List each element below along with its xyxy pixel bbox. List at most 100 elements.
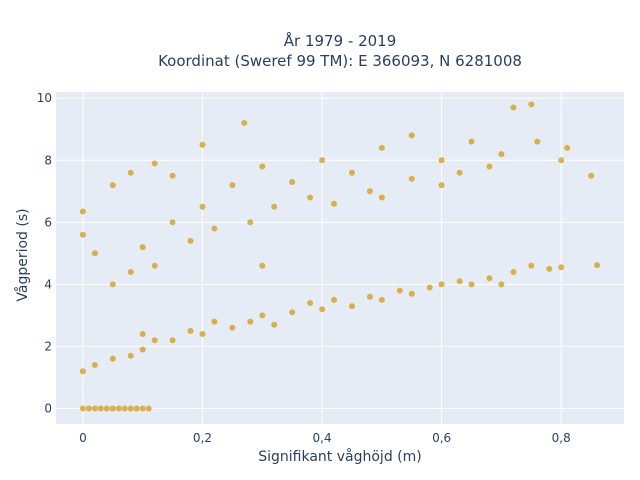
data-point	[139, 244, 146, 251]
data-point	[319, 157, 326, 164]
data-point	[127, 269, 134, 275]
data-point	[259, 312, 266, 319]
data-point	[271, 203, 278, 210]
data-point	[331, 200, 337, 207]
data-point	[468, 281, 475, 288]
data-point	[271, 321, 278, 328]
data-point	[408, 175, 415, 182]
x-tick-label: 0,6	[432, 431, 451, 445]
data-point	[564, 144, 571, 151]
data-point	[109, 281, 116, 288]
data-point	[91, 250, 98, 257]
data-point	[456, 169, 463, 176]
data-point	[594, 262, 601, 269]
data-point	[79, 405, 86, 412]
data-point	[396, 287, 403, 294]
data-point	[211, 318, 218, 325]
y-tick-label: 6	[44, 215, 52, 229]
data-point	[307, 300, 314, 306]
y-tick-label: 4	[44, 277, 52, 291]
data-point	[486, 163, 493, 170]
data-point	[139, 346, 146, 353]
data-point	[127, 405, 134, 412]
data-point	[127, 169, 134, 176]
data-point	[378, 194, 385, 201]
data-point	[169, 337, 176, 344]
data-point	[331, 296, 337, 303]
x-axis-title: Signifikant våghöjd (m)	[258, 448, 421, 465]
data-point	[79, 208, 86, 215]
data-point	[366, 188, 373, 195]
data-point	[438, 182, 445, 189]
y-axis-title: Vågperiod (s)	[14, 208, 31, 301]
data-point	[588, 172, 595, 179]
data-point	[378, 144, 385, 151]
data-point	[151, 160, 158, 167]
data-point	[438, 281, 445, 288]
data-point	[528, 262, 535, 269]
data-point	[211, 225, 218, 232]
y-axis-ticks: 0 2 4 6 8 10	[37, 91, 52, 415]
data-point	[259, 163, 266, 170]
data-point	[259, 262, 266, 269]
data-point	[498, 281, 505, 288]
data-point	[151, 262, 158, 269]
y-tick-label: 8	[44, 153, 52, 167]
data-point	[510, 269, 517, 275]
data-point	[528, 101, 535, 108]
data-point	[546, 265, 553, 272]
data-point	[151, 337, 158, 344]
chart-title-line-2: Koordinat (Sweref 99 TM): E 366093, N 62…	[158, 52, 522, 70]
data-point	[498, 151, 505, 158]
data-point	[109, 355, 116, 362]
data-point	[121, 405, 128, 412]
data-point	[199, 141, 206, 148]
data-point	[307, 194, 314, 201]
data-point	[349, 303, 355, 310]
x-tick-label: 0	[79, 431, 87, 445]
data-point	[103, 405, 110, 412]
y-tick-label: 10	[37, 91, 52, 105]
x-tick-label: 0,8	[552, 431, 571, 445]
data-point	[133, 405, 140, 412]
data-point	[115, 405, 122, 412]
data-point	[319, 306, 326, 313]
plot-background	[56, 92, 624, 424]
data-point	[349, 169, 355, 176]
data-point	[79, 231, 86, 238]
chart-title-line-1: År 1979 - 2019	[284, 31, 397, 50]
data-point	[408, 132, 415, 139]
data-point	[145, 405, 152, 412]
data-point	[109, 182, 116, 189]
y-tick-label: 2	[44, 339, 52, 353]
data-point	[378, 296, 385, 303]
data-point	[199, 203, 206, 210]
x-tick-label: 0,4	[313, 431, 332, 445]
data-point	[127, 352, 134, 359]
data-point	[199, 331, 206, 337]
data-point	[558, 157, 565, 164]
data-point	[438, 157, 445, 164]
data-point	[187, 327, 194, 334]
data-point	[91, 405, 98, 412]
data-point	[366, 293, 373, 300]
data-point	[456, 278, 463, 285]
data-point	[91, 362, 98, 368]
data-point	[139, 405, 146, 412]
data-point	[468, 138, 475, 145]
data-point	[241, 120, 248, 126]
data-point	[247, 318, 254, 325]
data-point	[534, 138, 541, 145]
data-point	[79, 368, 86, 375]
x-tick-label: 0,2	[193, 431, 212, 445]
grid-lines	[56, 92, 624, 424]
data-point	[289, 309, 296, 316]
data-point	[486, 275, 493, 282]
data-point	[169, 219, 176, 226]
x-axis-ticks: 0 0,2 0,4 0,6 0,8	[79, 431, 571, 445]
data-point	[187, 237, 194, 244]
data-point	[289, 179, 296, 185]
data-point	[247, 219, 254, 226]
data-point	[97, 405, 104, 412]
